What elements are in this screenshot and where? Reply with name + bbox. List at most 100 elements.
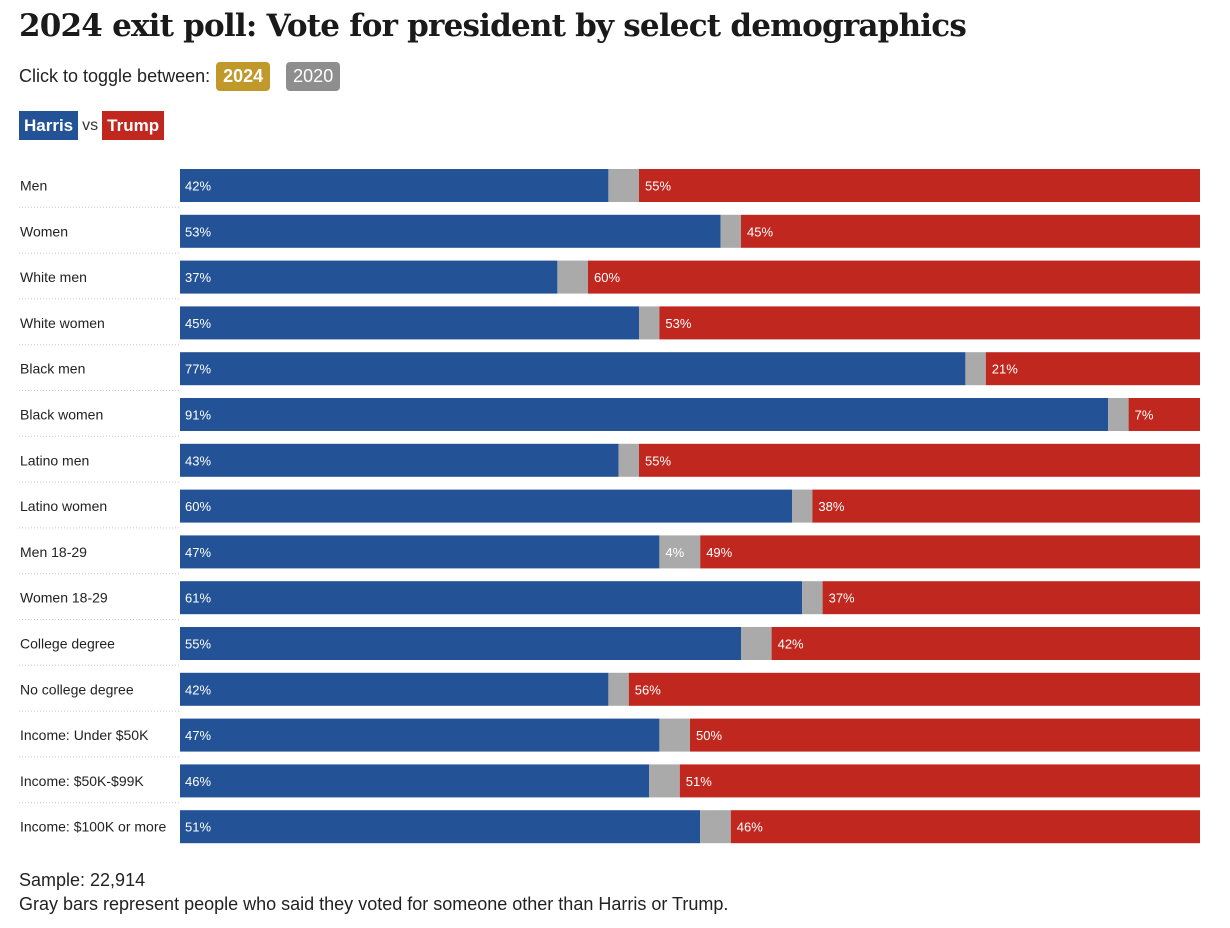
trump-value-label: 50% <box>696 728 722 743</box>
trump-bar <box>628 672 1200 706</box>
trump-bar <box>679 764 1200 798</box>
trump-value-label: 49% <box>706 545 732 560</box>
trump-bar <box>741 214 1200 248</box>
category-label: Women <box>20 223 68 239</box>
toggle-label: Click to toggle between: <box>19 66 211 86</box>
other-bar <box>659 535 701 569</box>
other-bar <box>965 352 986 386</box>
category-label: Women 18-29 <box>20 590 108 606</box>
category-label: Income: Under $50K <box>20 727 149 743</box>
harris-bar <box>180 810 701 844</box>
trump-value-label: 51% <box>686 774 712 789</box>
year-toggle: Click to toggle between: 2024 2020 <box>19 61 356 92</box>
harris-bar <box>180 581 803 615</box>
harris-value-label: 55% <box>185 637 211 652</box>
harris-value-label: 77% <box>185 362 211 377</box>
other-bar <box>649 764 680 798</box>
trump-value-label: 60% <box>594 270 620 285</box>
other-bar <box>700 810 731 844</box>
trump-value-label: 7% <box>1135 408 1154 423</box>
legend: Harris vs Trump <box>19 111 165 140</box>
trump-value-label: 53% <box>665 316 691 331</box>
trump-bar <box>812 489 1200 523</box>
trump-value-label: 46% <box>737 820 763 835</box>
trump-value-label: 45% <box>747 224 773 239</box>
harris-bar <box>180 672 609 706</box>
harris-bar <box>180 169 609 202</box>
harris-bar <box>180 535 660 569</box>
harris-value-label: 51% <box>185 820 211 835</box>
trump-bar <box>700 535 1200 569</box>
trump-bar <box>771 627 1200 660</box>
trump-bar <box>639 169 1200 202</box>
category-label: Latino men <box>20 452 89 468</box>
category-label: Black men <box>20 361 85 377</box>
trump-value-label: 38% <box>818 499 844 514</box>
chart-title: 2024 exit poll: Vote for president by se… <box>19 8 967 44</box>
sample-size: Sample: 22,914 <box>19 870 146 890</box>
category-label: Men 18-29 <box>20 544 87 560</box>
harris-value-label: 47% <box>185 728 211 743</box>
harris-bar <box>180 627 741 660</box>
harris-value-label: 53% <box>185 224 211 239</box>
harris-bar <box>180 306 639 340</box>
footnote: Gray bars represent people who said they… <box>19 894 729 914</box>
other-bar <box>659 718 690 752</box>
other-bar <box>608 672 629 706</box>
category-label: Black women <box>20 407 103 423</box>
harris-bar <box>180 352 966 386</box>
legend-trump: Trump <box>102 111 165 140</box>
harris-value-label: 60% <box>185 499 211 514</box>
other-bar <box>802 581 823 615</box>
trump-value-label: 55% <box>645 179 671 194</box>
harris-value-label: 61% <box>185 591 211 606</box>
other-bar <box>618 443 639 477</box>
harris-bar <box>180 214 721 248</box>
harris-bar <box>180 718 660 752</box>
other-bar <box>639 306 660 340</box>
chart-footer: Sample: 22,914 Gray bars represent peopl… <box>19 868 728 916</box>
harris-value-label: 43% <box>185 453 211 468</box>
category-label: Income: $100K or more <box>20 819 167 835</box>
other-bar <box>741 627 772 660</box>
trump-value-label: 37% <box>829 591 855 606</box>
harris-bar <box>180 443 619 477</box>
other-bar <box>608 169 639 202</box>
trump-bar <box>588 260 1200 294</box>
other-bar <box>792 489 813 523</box>
trump-value-label: 21% <box>992 362 1018 377</box>
category-label: White women <box>20 315 105 331</box>
category-label: Income: $50K-$99K <box>20 773 144 789</box>
category-label: Men <box>20 178 47 194</box>
trump-value-label: 42% <box>778 637 804 652</box>
harris-value-label: 42% <box>185 682 211 697</box>
trump-value-label: 55% <box>645 453 671 468</box>
harris-value-label: 47% <box>185 545 211 560</box>
category-label: No college degree <box>20 681 134 697</box>
harris-value-label: 37% <box>185 270 211 285</box>
other-value-label: 4% <box>665 545 684 560</box>
trump-value-label: 56% <box>635 682 661 697</box>
category-label: College degree <box>20 636 115 652</box>
legend-vs: vs <box>82 116 99 134</box>
other-bar <box>1108 398 1129 431</box>
harris-value-label: 45% <box>185 316 211 331</box>
toggle-2020-button[interactable]: 2020 <box>286 62 341 91</box>
stacked-bar-chart: Men 42% 55% Women 53% 45% White men 37% 60% White… <box>19 169 1200 844</box>
trump-bar <box>985 352 1200 386</box>
category-label: Latino women <box>20 498 107 514</box>
other-bar <box>720 214 741 248</box>
harris-bar <box>180 398 1109 431</box>
harris-bar <box>180 260 558 294</box>
harris-bar <box>180 764 650 798</box>
harris-value-label: 91% <box>185 408 211 423</box>
toggle-2024-button[interactable]: 2024 <box>216 62 271 91</box>
harris-bar <box>180 489 792 523</box>
harris-value-label: 46% <box>185 774 211 789</box>
harris-value-label: 42% <box>185 179 211 194</box>
trump-bar <box>1128 398 1200 431</box>
other-bar <box>557 260 588 294</box>
trump-bar <box>659 306 1200 340</box>
trump-bar <box>730 810 1200 844</box>
category-label: White men <box>20 269 87 285</box>
